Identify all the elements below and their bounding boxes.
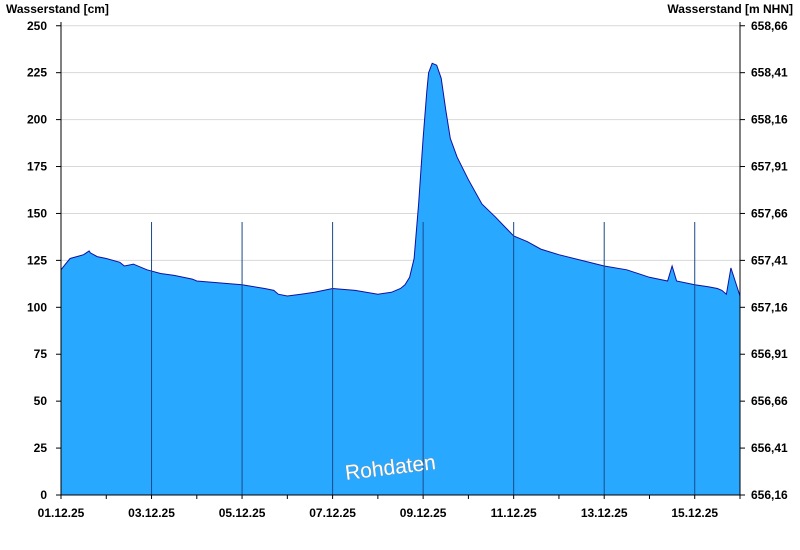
y-tick-label-right: 657,91 (751, 160, 788, 174)
x-tick-label: 13.12.25 (581, 506, 628, 520)
y-tick-label-left: 225 (27, 66, 47, 80)
y-tick-label-left: 125 (27, 253, 47, 267)
y-tick-label-left: 250 (27, 19, 47, 33)
y-tick-label-left: 100 (27, 300, 47, 314)
y-tick-label-left: 25 (34, 441, 48, 455)
y-tick-label-right: 656,41 (751, 441, 788, 455)
axes (60, 22, 741, 496)
vertical-gridlines (151, 222, 696, 495)
y-tick-label-left: 150 (27, 206, 47, 220)
y-tick-label-left: 175 (27, 160, 47, 174)
y-ticks-left: 0 25 50 75 100 125 150 175 200 225 250 (27, 19, 61, 502)
y-tick-label-left: 75 (34, 347, 48, 361)
y-tick-label-right: 658,66 (751, 19, 788, 33)
y-tick-label-right: 656,91 (751, 347, 788, 361)
x-tick-label: 09.12.25 (400, 506, 447, 520)
y-tick-label-right: 657,16 (751, 300, 788, 314)
x-ticks: 01.12.25 03.12.25 05.12.25 07.12.25 09.12.25… (38, 495, 741, 520)
y-tick-label-left: 50 (34, 394, 48, 408)
y-tick-label-right: 658,41 (751, 66, 788, 80)
water-level-line (60, 62, 741, 297)
y-tick-label-right: 658,16 (751, 113, 788, 127)
y-tick-label-left: 200 (27, 113, 47, 127)
y-ticks-right: 656,16 656,41 656,66 656,91 657,16 657,41 657,… (740, 19, 788, 502)
y-axis-left-label: Wasserstand [cm] (6, 2, 109, 16)
y-tick-label-left: 0 (40, 488, 47, 502)
water-level-area (61, 63, 740, 496)
y-axis-right-label: Wasserstand [m NHN] (667, 2, 793, 16)
y-tick-label-right: 657,41 (751, 253, 788, 267)
y-tick-label-right: 656,66 (751, 394, 788, 408)
x-tick-label: 01.12.25 (38, 506, 85, 520)
y-tick-label-right: 656,16 (751, 488, 788, 502)
x-tick-label: 15.12.25 (671, 506, 718, 520)
x-tick-label: 07.12.25 (309, 506, 356, 520)
x-tick-label: 03.12.25 (128, 506, 175, 520)
x-tick-label: 11.12.25 (491, 506, 537, 520)
x-tick-label: 05.12.25 (219, 506, 266, 520)
y-tick-label-right: 657,66 (751, 206, 788, 220)
